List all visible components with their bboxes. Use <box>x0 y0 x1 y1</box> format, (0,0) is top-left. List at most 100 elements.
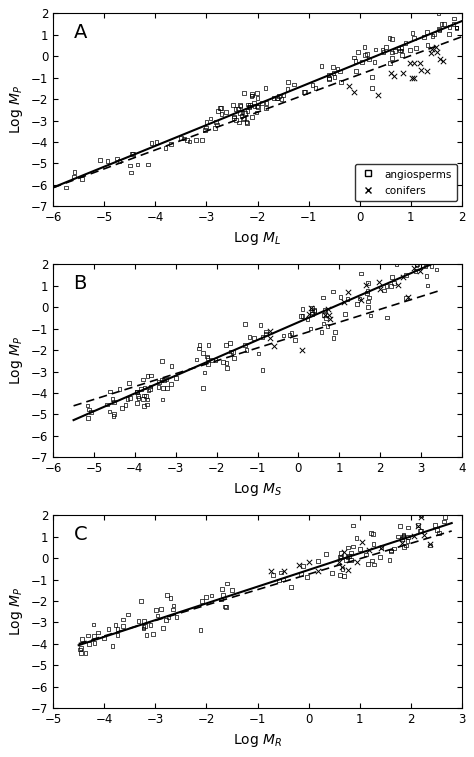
Point <box>341 308 349 320</box>
Point <box>208 590 215 602</box>
Point <box>410 530 418 542</box>
Point <box>299 559 307 572</box>
Point <box>125 377 133 389</box>
Point <box>430 28 438 40</box>
Point <box>288 327 295 339</box>
Point <box>267 565 275 577</box>
Point <box>239 107 246 119</box>
Point <box>197 624 204 636</box>
Point <box>228 584 236 596</box>
Point <box>380 285 388 297</box>
Point <box>78 173 86 185</box>
Point <box>244 98 252 111</box>
Point <box>413 259 420 271</box>
Point <box>254 92 261 104</box>
Point <box>248 89 256 101</box>
Point <box>369 528 377 540</box>
Point <box>243 344 250 357</box>
Point <box>366 310 374 322</box>
Point <box>416 265 424 277</box>
Point <box>436 24 443 36</box>
Point <box>335 556 342 569</box>
Point <box>94 626 102 638</box>
Point <box>169 603 177 615</box>
Point <box>135 391 142 403</box>
Point <box>391 70 398 82</box>
Point <box>325 72 333 84</box>
Point <box>114 629 121 641</box>
Point <box>308 302 316 314</box>
Point <box>388 271 396 283</box>
Point <box>311 305 319 317</box>
Point <box>367 527 374 539</box>
Point <box>91 637 98 649</box>
Y-axis label: Log $M_P$: Log $M_P$ <box>9 336 25 385</box>
Point <box>266 332 273 344</box>
Point <box>105 623 112 635</box>
Point <box>329 67 337 79</box>
Point <box>337 547 345 559</box>
Point <box>354 46 362 58</box>
Point <box>263 326 270 338</box>
Point <box>434 46 441 58</box>
Point <box>222 106 229 118</box>
Point <box>318 326 325 338</box>
Point <box>303 572 310 584</box>
Point <box>433 524 441 536</box>
Point <box>82 647 89 659</box>
Point <box>177 132 185 144</box>
Point <box>135 615 142 628</box>
Point <box>219 356 227 368</box>
Point <box>246 332 254 344</box>
Point <box>365 53 373 65</box>
Point <box>408 71 415 83</box>
Point <box>134 391 142 403</box>
Point <box>154 609 161 621</box>
Point <box>107 385 114 397</box>
Point <box>414 520 422 532</box>
Point <box>440 18 447 30</box>
Point <box>388 51 396 64</box>
Point <box>286 329 293 341</box>
Point <box>329 332 337 344</box>
Point <box>78 633 86 645</box>
Point <box>406 44 414 56</box>
Point <box>321 304 329 316</box>
Point <box>91 630 98 642</box>
Point <box>297 310 304 322</box>
Point <box>320 317 328 329</box>
Point <box>432 41 439 53</box>
Point <box>322 312 330 324</box>
Point <box>147 619 155 631</box>
Point <box>216 102 224 114</box>
Point <box>365 544 373 556</box>
Point <box>280 89 287 101</box>
Text: A: A <box>73 23 87 42</box>
Point <box>364 295 372 307</box>
Point <box>76 643 83 656</box>
Point <box>145 385 153 397</box>
Point <box>140 389 147 401</box>
Point <box>262 101 270 114</box>
Point <box>364 285 371 297</box>
Point <box>398 533 406 545</box>
Point <box>356 544 364 556</box>
Point <box>221 600 228 612</box>
Point <box>212 354 219 366</box>
Point <box>209 354 216 366</box>
Point <box>141 382 148 394</box>
Point <box>160 374 168 386</box>
Point <box>421 260 429 273</box>
Point <box>410 57 418 69</box>
Point <box>450 18 457 30</box>
Point <box>259 364 266 376</box>
Point <box>344 293 351 305</box>
Point <box>246 98 254 111</box>
Point <box>275 575 283 587</box>
Point <box>391 277 398 289</box>
Point <box>199 382 207 394</box>
Point <box>299 310 306 322</box>
Point <box>251 100 258 112</box>
Y-axis label: Log $M_P$: Log $M_P$ <box>9 86 25 135</box>
Point <box>246 101 253 113</box>
